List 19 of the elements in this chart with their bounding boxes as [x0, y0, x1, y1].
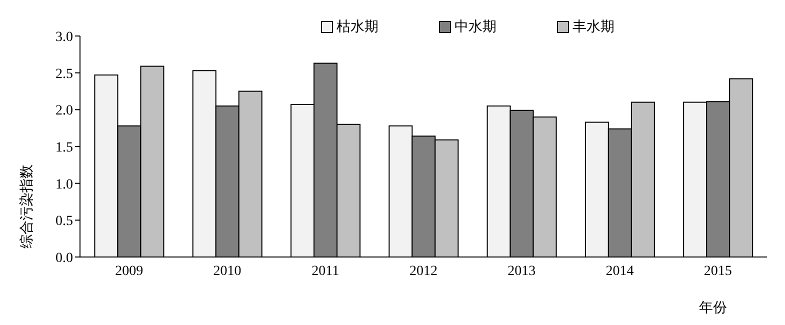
y-tick-label: 2.0 [56, 104, 73, 119]
legend-label: 丰水期 [572, 18, 614, 36]
x-tick-label: 2009 [115, 264, 144, 279]
x-axis-title: 年份 [699, 300, 727, 316]
y-tick-label: 2.5 [56, 66, 73, 82]
legend-label: 枯水期 [336, 18, 378, 36]
legend-label: 中水期 [454, 18, 496, 36]
y-tick-label: 0.5 [56, 214, 73, 230]
x-tick-label: 2011 [312, 264, 340, 279]
y-tick-label: 0.0 [56, 250, 73, 266]
x-tick-label: 2014 [606, 264, 634, 279]
y-tick-label: 1.0 [56, 177, 73, 192]
x-tick-label: 2013 [508, 264, 536, 279]
y-axis-title: 综合污染指数 [18, 164, 35, 248]
x-tick-label: 2012 [410, 264, 438, 279]
y-tick-label: 3.0 [56, 30, 73, 45]
x-tick-label: 2010 [213, 264, 242, 279]
y-tick-label: 1.5 [56, 140, 73, 156]
x-tick-label: 2015 [704, 264, 732, 279]
